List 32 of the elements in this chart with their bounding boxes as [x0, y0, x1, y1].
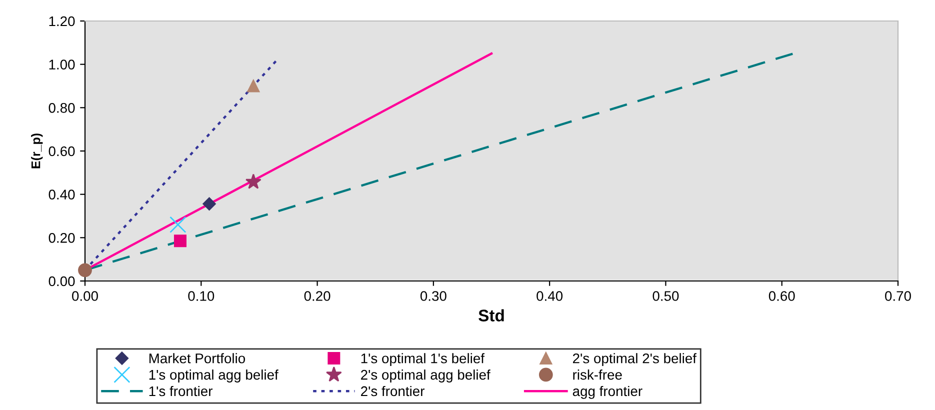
- point: [247, 80, 260, 92]
- x-axis-title: Std: [478, 309, 504, 322]
- y-tick-label: 0.20: [48, 233, 75, 243]
- point: [202, 197, 216, 210]
- legend-label: 2's optimal 2's belief: [572, 353, 697, 366]
- x-tick-label: 0.10: [188, 291, 214, 301]
- legend-label: 1's optimal 1's belief: [361, 353, 485, 366]
- point: [245, 174, 262, 189]
- legend-label: risk-free: [573, 370, 622, 380]
- y-axis-title: E(r_p): [31, 134, 43, 168]
- legend-label: 1's optimal agg belief: [149, 370, 278, 382]
- legend-label: Market Portfolio: [149, 353, 246, 364]
- point: [174, 234, 186, 248]
- x-tick-label: 0.20: [304, 291, 330, 301]
- y-tick-label: 0.80: [48, 103, 75, 113]
- x-tick-label: 0.00: [72, 291, 98, 301]
- y-tick-label: 1.00: [49, 60, 75, 70]
- legend-label: 1's frontier: [149, 386, 213, 396]
- x-tick-label: 0.60: [768, 291, 795, 301]
- y-tick-label: 1.20: [49, 16, 75, 26]
- y-tick-label: 0.60: [48, 146, 75, 156]
- point: [78, 263, 92, 278]
- x-tick-label: 0.40: [536, 291, 563, 301]
- y-tick-label: 0.00: [48, 276, 75, 286]
- y-tick-label: 0.40: [48, 190, 75, 200]
- legend-label: 2's frontier: [361, 386, 424, 396]
- x-tick-label: 0.30: [420, 291, 446, 301]
- legend-label: agg frontier: [572, 386, 642, 399]
- point: [170, 216, 186, 233]
- x-tick-label: 0.70: [885, 291, 911, 301]
- x-tick-label: 0.50: [652, 291, 679, 301]
- legend-label: 2's optimal agg belief: [361, 370, 490, 382]
